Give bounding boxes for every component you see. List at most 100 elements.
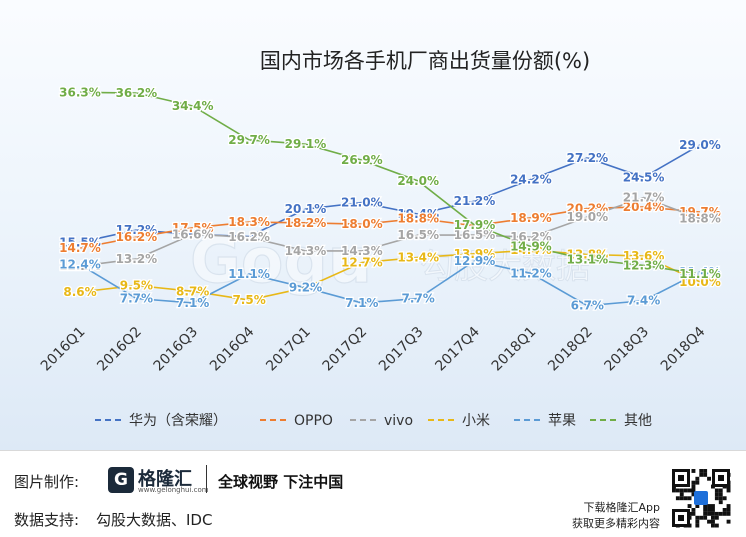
data-label: 7.7% [402, 292, 435, 306]
brand-name: 格隆汇 [138, 469, 192, 490]
data-label: 13.9% [454, 247, 496, 261]
data-label: 7.4% [627, 294, 660, 308]
x-axis-ticks: 2016Q1 2016Q2 2016Q3 2016Q4 2017Q1 2017Q2 2017… [38, 324, 709, 375]
data-label: 12.4% [59, 258, 101, 272]
data-support-value: 勾股大数据、IDC [96, 511, 213, 529]
data-label: 18.9% [510, 211, 552, 225]
data-label: 11.4% [679, 265, 721, 279]
data-label: 17.5% [172, 221, 214, 235]
data-label: 19.4% [397, 207, 439, 221]
legend-label: 苹果 [548, 413, 576, 429]
footer: 图片制作: G 格隆汇 www.gelonghui.com 全球视野 下注中国 … [0, 450, 746, 537]
app-download-text: 下载格隆汇App [583, 501, 661, 514]
data-support-label: 数据支持: [14, 511, 80, 529]
x-tick-label: 2018Q2 [545, 324, 596, 375]
data-label: 10.0% [679, 275, 721, 289]
brand-divider [206, 465, 207, 493]
app-promo-text: 获取更多精彩内容 [572, 517, 660, 530]
data-label: 11.1% [228, 267, 270, 281]
series-line-4 [79, 260, 701, 307]
data-label: 18.0% [341, 217, 383, 231]
data-label: 12.3% [623, 258, 665, 272]
data-label: 12.9% [454, 254, 496, 268]
data-label: 21.2% [454, 194, 496, 208]
brand-logo-icon: G [108, 467, 134, 493]
legend-label: 华为（含荣耀） [129, 413, 227, 429]
series-layer [79, 91, 701, 307]
data-label: 21.0% [341, 196, 383, 210]
market-share-line-chart: 国内市场各手机厂商出货量份额(%) Gogu 勾股大数据 15.5%17.2% 1… [38, 49, 722, 429]
data-label: 16.2% [510, 230, 552, 244]
data-label: 16.5% [397, 228, 439, 242]
data-label: 26.9% [341, 153, 383, 167]
data-label: 17.9% [454, 218, 496, 232]
data-label: 29.0% [679, 138, 721, 152]
data-label: 17.8% [454, 219, 496, 233]
data-label: 9.2% [289, 281, 322, 295]
series-line-5 [79, 91, 701, 275]
data-label: 16.2% [116, 230, 158, 244]
x-tick-label: 2017Q4 [432, 324, 483, 375]
data-label: 16.6% [172, 227, 214, 241]
data-label: 29.1% [285, 137, 327, 151]
made-by-label: 图片制作: [14, 473, 80, 491]
data-label: 11.2% [510, 266, 552, 280]
series-line-2 [79, 196, 701, 267]
data-label: 13.6% [623, 249, 665, 263]
data-label: 12.7% [341, 256, 383, 270]
data-label: 27.2% [566, 151, 608, 165]
data-label: 6.7% [571, 299, 604, 313]
data-label: 16.6% [172, 227, 214, 241]
data-label: 24.2% [510, 173, 552, 187]
x-tick-label: 2016Q1 [38, 324, 89, 375]
chart-area: 国内市场各手机厂商出货量份额(%) Gogu 勾股大数据 15.5% 17.2% 1… [0, 0, 746, 450]
series-line-0 [79, 144, 701, 244]
slogan: 全球视野 下注中国 [218, 473, 344, 491]
data-label: 15.5% [59, 235, 101, 249]
x-tick-label: 2017Q2 [320, 324, 371, 375]
legend-label: OPPO [294, 413, 333, 429]
data-label: 18.3% [228, 215, 270, 229]
legend-label: 其他 [624, 413, 652, 429]
data-label: 16.5% [454, 228, 496, 242]
brand-url: www.gelonghui.com [138, 486, 209, 494]
data-label: 20.4% [623, 200, 665, 214]
data-label: 19.0% [566, 210, 608, 224]
data-label: 36.3% [59, 85, 101, 99]
data-label: 16.3% [228, 230, 270, 244]
data-label: 34.4% [172, 99, 214, 113]
data-label: 8.7% [176, 284, 209, 298]
x-tick-label: 2017Q3 [376, 324, 427, 375]
data-label: 29.7% [228, 133, 270, 147]
data-label: 16.2% [228, 230, 270, 244]
data-label: 20.1% [285, 202, 327, 216]
qr-code-icon [670, 467, 732, 529]
data-label: 18.8% [397, 212, 439, 226]
legend-label: vivo [384, 413, 413, 429]
data-label: 11.1% [679, 267, 721, 281]
data-label: 13.2% [116, 252, 158, 266]
x-tick-label: 2018Q3 [602, 324, 653, 375]
data-label: 18.2% [285, 216, 327, 230]
data-label: 8.6% [63, 285, 96, 299]
data-label: 13.1% [566, 253, 608, 267]
x-tick-label: 2017Q1 [263, 324, 314, 375]
data-label: 36.2% [116, 86, 158, 100]
data-label: 14.3% [285, 244, 327, 258]
data-label: 13.8% [566, 248, 608, 262]
data-label: 7.1% [345, 296, 378, 310]
x-tick-label: 2016Q2 [94, 324, 145, 375]
x-tick-label: 2018Q1 [489, 324, 540, 375]
data-label: 14.7% [59, 241, 101, 255]
data-label: 7.7% [120, 292, 153, 306]
data-label: 14.4% [510, 243, 552, 257]
data-label: 9.2% [289, 281, 322, 295]
x-tick-label: 2016Q3 [151, 324, 202, 375]
data-label: 17.2% [116, 223, 158, 237]
data-label: 12.2% [59, 259, 101, 273]
legend: 华为（含荣耀） OPPO vivo 小米 苹果 其他 [95, 413, 652, 429]
data-label: 13.4% [397, 250, 439, 264]
x-tick-label: 2016Q4 [207, 324, 258, 375]
data-label: 14.9% [510, 240, 552, 254]
